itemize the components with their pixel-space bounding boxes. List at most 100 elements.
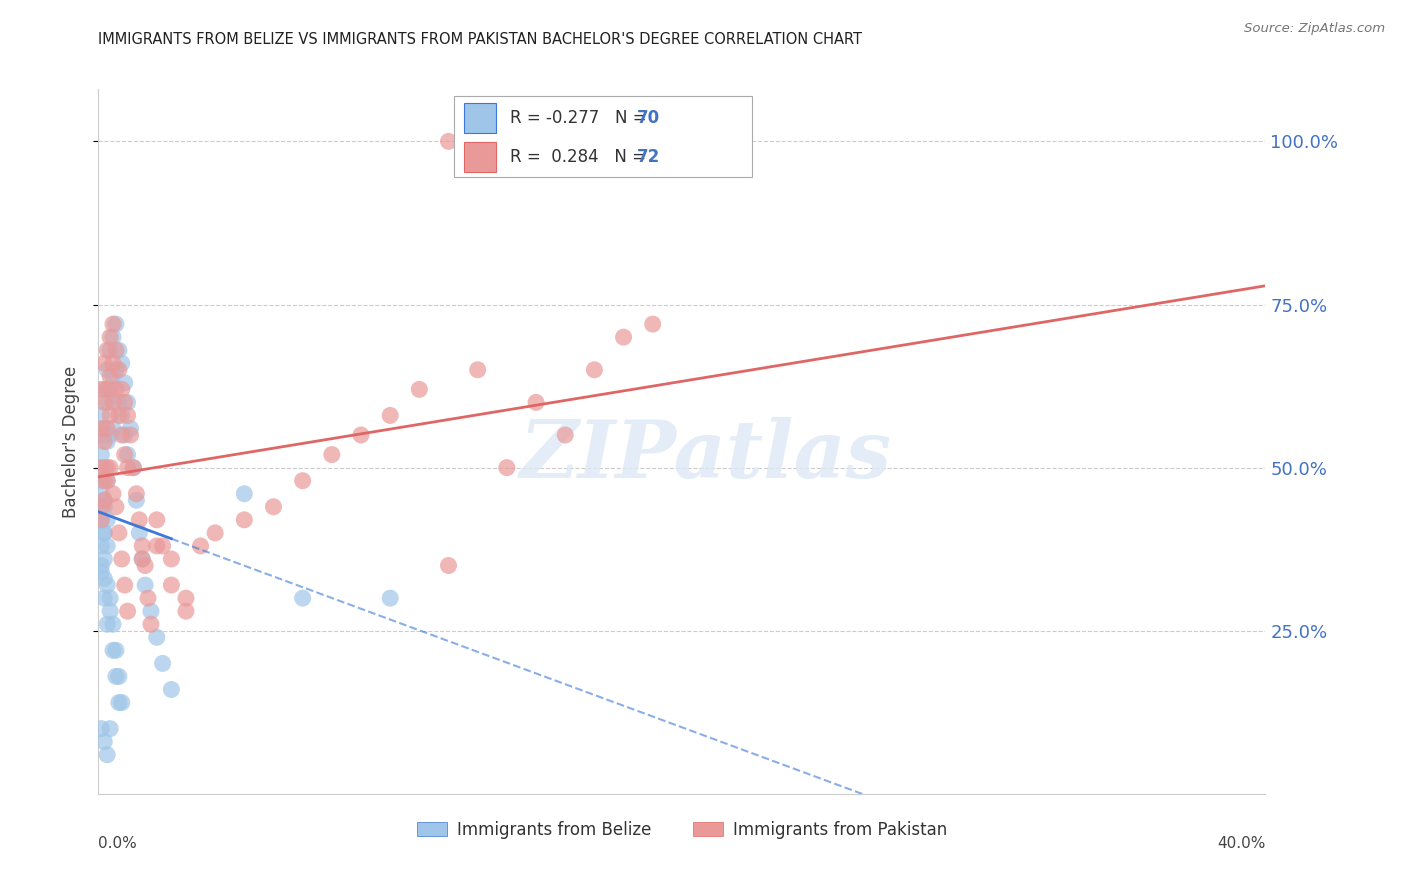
Legend: Immigrants from Belize, Immigrants from Pakistan: Immigrants from Belize, Immigrants from …: [411, 814, 953, 846]
Point: [380, 409, 402, 423]
Point: [93, 474, 115, 488]
Point: [321, 448, 343, 462]
Bar: [464, 142, 496, 171]
Text: R = -0.277   N =: R = -0.277 N =: [510, 109, 652, 127]
Point: [380, 591, 402, 606]
FancyBboxPatch shape: [454, 96, 752, 178]
Point: [90, 722, 112, 736]
Point: [160, 682, 183, 697]
Text: 0.0%: 0.0%: [98, 836, 138, 851]
Point: [128, 525, 150, 540]
Point: [139, 604, 162, 618]
Point: [96, 363, 118, 377]
Point: [104, 669, 127, 683]
Point: [93, 493, 115, 508]
Point: [262, 500, 284, 514]
Point: [101, 317, 124, 331]
Point: [554, 428, 576, 442]
Point: [96, 395, 118, 409]
Point: [90, 500, 112, 514]
Point: [117, 448, 139, 462]
Point: [98, 382, 121, 396]
Point: [93, 500, 115, 514]
Text: Source: ZipAtlas.com: Source: ZipAtlas.com: [1244, 22, 1385, 36]
Point: [114, 578, 136, 592]
Point: [104, 382, 127, 396]
Point: [96, 460, 118, 475]
Point: [93, 552, 115, 566]
Point: [98, 343, 121, 358]
Point: [98, 369, 121, 384]
Point: [134, 578, 156, 592]
Point: [408, 382, 430, 396]
Point: [108, 395, 131, 409]
Point: [93, 572, 115, 586]
Point: [108, 409, 131, 423]
Bar: [464, 103, 496, 133]
Point: [120, 421, 142, 435]
Point: [190, 539, 212, 553]
Point: [93, 382, 115, 396]
Point: [111, 552, 134, 566]
Point: [101, 643, 124, 657]
Point: [152, 657, 174, 671]
Point: [93, 591, 115, 606]
Point: [134, 558, 156, 573]
Point: [93, 525, 115, 540]
Point: [96, 513, 118, 527]
Point: [108, 363, 131, 377]
Point: [90, 460, 112, 475]
Text: 40.0%: 40.0%: [1218, 836, 1265, 851]
Point: [174, 604, 197, 618]
Point: [104, 643, 127, 657]
Point: [111, 409, 134, 423]
Point: [524, 395, 547, 409]
Point: [96, 421, 118, 435]
Point: [90, 558, 112, 573]
Point: [114, 448, 136, 462]
Point: [125, 487, 148, 501]
Point: [111, 356, 134, 370]
Point: [122, 460, 145, 475]
Point: [90, 500, 112, 514]
Point: [96, 747, 118, 762]
Point: [117, 409, 139, 423]
Point: [90, 409, 112, 423]
Point: [101, 395, 124, 409]
Point: [96, 434, 118, 449]
Point: [101, 369, 124, 384]
Point: [98, 428, 121, 442]
Point: [233, 487, 256, 501]
Point: [146, 539, 169, 553]
Point: [96, 539, 118, 553]
Point: [108, 343, 131, 358]
Point: [93, 434, 115, 449]
Point: [101, 421, 124, 435]
Text: 70: 70: [637, 109, 659, 127]
Point: [467, 363, 489, 377]
Point: [108, 525, 131, 540]
Point: [496, 460, 519, 475]
Text: 72: 72: [637, 148, 659, 166]
Point: [98, 409, 121, 423]
Point: [612, 330, 634, 344]
Text: R =  0.284   N =: R = 0.284 N =: [510, 148, 651, 166]
Point: [583, 363, 606, 377]
Point: [96, 617, 118, 632]
Point: [93, 356, 115, 370]
Point: [98, 591, 121, 606]
Point: [90, 448, 112, 462]
Point: [114, 428, 136, 442]
Point: [146, 630, 169, 644]
Point: [90, 513, 112, 527]
Text: ZIPatlas: ZIPatlas: [519, 417, 891, 494]
Point: [96, 578, 118, 592]
Point: [108, 696, 131, 710]
Point: [437, 135, 460, 149]
Point: [101, 617, 124, 632]
Point: [437, 558, 460, 573]
Point: [111, 382, 134, 396]
Point: [101, 487, 124, 501]
Point: [131, 552, 153, 566]
Point: [93, 734, 115, 748]
